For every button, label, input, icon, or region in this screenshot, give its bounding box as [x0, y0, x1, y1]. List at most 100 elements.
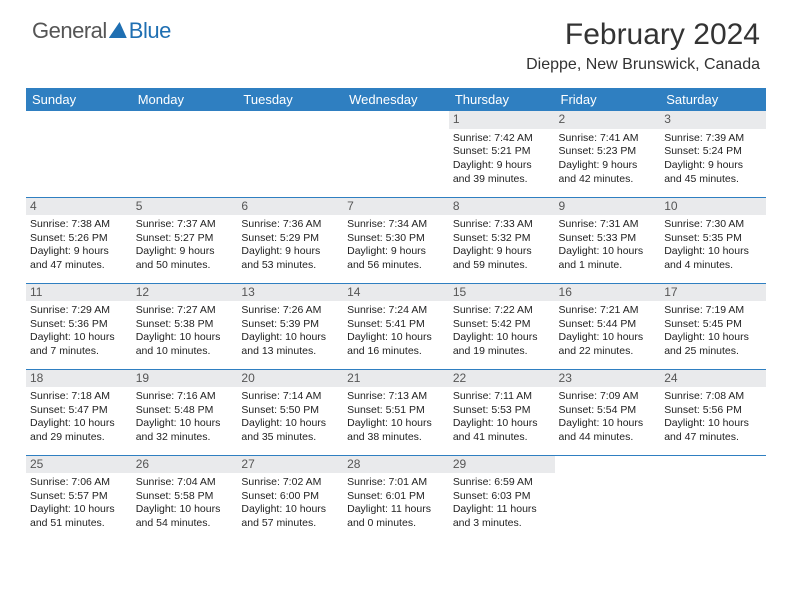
daylight-line: Daylight: 10 hours — [136, 417, 234, 431]
sunset-line: Sunset: 5:42 PM — [453, 318, 551, 332]
sunset-line: Sunset: 5:58 PM — [136, 490, 234, 504]
title-block: February 2024 Dieppe, New Brunswick, Can… — [526, 18, 760, 74]
sunrise-line: Sunrise: 7:09 AM — [559, 390, 657, 404]
weekday-header: Saturday — [660, 88, 766, 111]
daylight-line: Daylight: 10 hours — [136, 331, 234, 345]
daylight-line: Daylight: 10 hours — [453, 417, 551, 431]
day-number: 10 — [660, 198, 766, 216]
sunrise-line: Sunrise: 7:30 AM — [664, 218, 762, 232]
calendar-cell: 26Sunrise: 7:04 AMSunset: 5:58 PMDayligh… — [132, 455, 238, 541]
sunset-line: Sunset: 5:56 PM — [664, 404, 762, 418]
sunrise-line: Sunrise: 7:19 AM — [664, 304, 762, 318]
calendar-cell — [555, 455, 661, 541]
daylight-cont-line: and 10 minutes. — [136, 345, 234, 359]
sunrise-line: Sunrise: 6:59 AM — [453, 476, 551, 490]
calendar-cell: 7Sunrise: 7:34 AMSunset: 5:30 PMDaylight… — [343, 197, 449, 283]
header: General Blue February 2024 Dieppe, New B… — [0, 0, 792, 80]
daylight-line: Daylight: 10 hours — [241, 503, 339, 517]
daylight-cont-line: and 4 minutes. — [664, 259, 762, 273]
weekday-header: Monday — [132, 88, 238, 111]
daylight-cont-line: and 22 minutes. — [559, 345, 657, 359]
calendar-cell: 21Sunrise: 7:13 AMSunset: 5:51 PMDayligh… — [343, 369, 449, 455]
day-number: 9 — [555, 198, 661, 216]
weekday-header: Tuesday — [237, 88, 343, 111]
weekday-header: Thursday — [449, 88, 555, 111]
sunrise-line: Sunrise: 7:41 AM — [559, 132, 657, 146]
day-number: 4 — [26, 198, 132, 216]
day-number: 29 — [449, 456, 555, 474]
sunset-line: Sunset: 5:38 PM — [136, 318, 234, 332]
calendar-cell: 16Sunrise: 7:21 AMSunset: 5:44 PMDayligh… — [555, 283, 661, 369]
sunset-line: Sunset: 5:45 PM — [664, 318, 762, 332]
day-number: 1 — [449, 111, 555, 129]
sunrise-line: Sunrise: 7:01 AM — [347, 476, 445, 490]
sunset-line: Sunset: 5:47 PM — [30, 404, 128, 418]
calendar-cell: 6Sunrise: 7:36 AMSunset: 5:29 PMDaylight… — [237, 197, 343, 283]
calendar-body: 1Sunrise: 7:42 AMSunset: 5:21 PMDaylight… — [26, 111, 766, 541]
daylight-line: Daylight: 9 hours — [30, 245, 128, 259]
sunrise-line: Sunrise: 7:38 AM — [30, 218, 128, 232]
daylight-cont-line: and 47 minutes. — [30, 259, 128, 273]
day-number: 17 — [660, 284, 766, 302]
day-number: 15 — [449, 284, 555, 302]
daylight-line: Daylight: 10 hours — [347, 331, 445, 345]
day-number: 11 — [26, 284, 132, 302]
sunset-line: Sunset: 5:24 PM — [664, 145, 762, 159]
day-number: 27 — [237, 456, 343, 474]
day-number: 18 — [26, 370, 132, 388]
sunrise-line: Sunrise: 7:39 AM — [664, 132, 762, 146]
sunrise-line: Sunrise: 7:22 AM — [453, 304, 551, 318]
logo-text-general: General — [32, 18, 107, 44]
daylight-cont-line: and 35 minutes. — [241, 431, 339, 445]
daylight-cont-line: and 19 minutes. — [453, 345, 551, 359]
sunrise-line: Sunrise: 7:14 AM — [241, 390, 339, 404]
day-number: 16 — [555, 284, 661, 302]
daylight-cont-line: and 3 minutes. — [453, 517, 551, 531]
calendar-cell: 18Sunrise: 7:18 AMSunset: 5:47 PMDayligh… — [26, 369, 132, 455]
sunset-line: Sunset: 5:27 PM — [136, 232, 234, 246]
daylight-cont-line: and 39 minutes. — [453, 173, 551, 187]
calendar-table: Sunday Monday Tuesday Wednesday Thursday… — [26, 88, 766, 541]
calendar-cell: 20Sunrise: 7:14 AMSunset: 5:50 PMDayligh… — [237, 369, 343, 455]
day-number: 13 — [237, 284, 343, 302]
sunrise-line: Sunrise: 7:08 AM — [664, 390, 762, 404]
calendar-cell: 22Sunrise: 7:11 AMSunset: 5:53 PMDayligh… — [449, 369, 555, 455]
sunrise-line: Sunrise: 7:04 AM — [136, 476, 234, 490]
daylight-cont-line: and 51 minutes. — [30, 517, 128, 531]
calendar-row: 4Sunrise: 7:38 AMSunset: 5:26 PMDaylight… — [26, 197, 766, 283]
day-number: 12 — [132, 284, 238, 302]
daylight-line: Daylight: 9 hours — [136, 245, 234, 259]
sunset-line: Sunset: 5:54 PM — [559, 404, 657, 418]
sunrise-line: Sunrise: 7:13 AM — [347, 390, 445, 404]
sunset-line: Sunset: 5:26 PM — [30, 232, 128, 246]
calendar-cell — [343, 111, 449, 197]
daylight-line: Daylight: 10 hours — [30, 331, 128, 345]
calendar-cell: 28Sunrise: 7:01 AMSunset: 6:01 PMDayligh… — [343, 455, 449, 541]
calendar-cell: 23Sunrise: 7:09 AMSunset: 5:54 PMDayligh… — [555, 369, 661, 455]
sunset-line: Sunset: 5:44 PM — [559, 318, 657, 332]
daylight-line: Daylight: 9 hours — [347, 245, 445, 259]
daylight-cont-line: and 13 minutes. — [241, 345, 339, 359]
day-number: 2 — [555, 111, 661, 129]
calendar-cell: 9Sunrise: 7:31 AMSunset: 5:33 PMDaylight… — [555, 197, 661, 283]
calendar-cell: 15Sunrise: 7:22 AMSunset: 5:42 PMDayligh… — [449, 283, 555, 369]
day-number: 8 — [449, 198, 555, 216]
sunset-line: Sunset: 5:30 PM — [347, 232, 445, 246]
sunrise-line: Sunrise: 7:11 AM — [453, 390, 551, 404]
sunset-line: Sunset: 5:21 PM — [453, 145, 551, 159]
sunrise-line: Sunrise: 7:26 AM — [241, 304, 339, 318]
daylight-line: Daylight: 10 hours — [664, 417, 762, 431]
day-number: 20 — [237, 370, 343, 388]
daylight-cont-line: and 29 minutes. — [30, 431, 128, 445]
daylight-line: Daylight: 10 hours — [347, 417, 445, 431]
sunrise-line: Sunrise: 7:27 AM — [136, 304, 234, 318]
logo: General Blue — [32, 18, 171, 44]
daylight-cont-line: and 32 minutes. — [136, 431, 234, 445]
sunset-line: Sunset: 5:32 PM — [453, 232, 551, 246]
daylight-line: Daylight: 9 hours — [241, 245, 339, 259]
daylight-cont-line: and 54 minutes. — [136, 517, 234, 531]
daylight-line: Daylight: 10 hours — [136, 503, 234, 517]
daylight-cont-line: and 44 minutes. — [559, 431, 657, 445]
calendar-row: 11Sunrise: 7:29 AMSunset: 5:36 PMDayligh… — [26, 283, 766, 369]
sunset-line: Sunset: 5:36 PM — [30, 318, 128, 332]
